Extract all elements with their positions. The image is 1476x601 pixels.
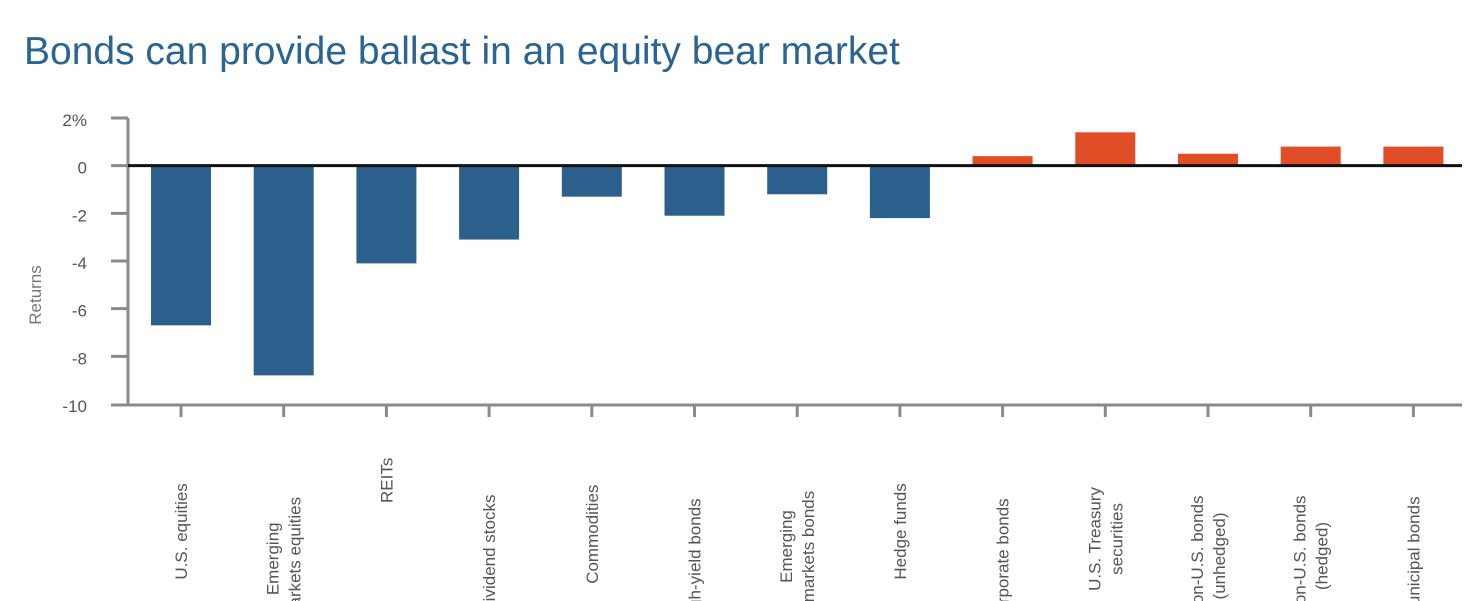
x-tick-label-line: U.S. Treasury: [1085, 486, 1104, 590]
x-tick-label: Emerging markets bonds: [777, 491, 818, 601]
x-tick-label-line: (hedged): [1313, 522, 1332, 590]
y-axis-ticks: 2% 0 -2 -4 -6 -8 -10: [62, 111, 128, 416]
bar: [1383, 146, 1444, 166]
y-tick-label: 0: [78, 159, 87, 178]
y-tick-label: -10: [62, 397, 87, 416]
x-tick-label-line: markets bonds: [799, 491, 818, 601]
x-tick-label-line: markets equities: [286, 497, 305, 601]
bar: [561, 165, 622, 197]
bar: [767, 165, 828, 195]
x-tick-label-line: Municipal bonds: [1404, 496, 1423, 601]
x-tick-label: Hedge funds: [891, 483, 910, 579]
x-tick-label: U.S. Treasury securities: [1085, 486, 1126, 590]
x-tick-label: REITs: [377, 458, 396, 503]
x-axis-ticks: U.S. equities Emerging markets equitiesREI…: [172, 405, 1423, 601]
x-tick-label: Emerging markets equities: [264, 497, 305, 601]
bar: [972, 156, 1033, 166]
bar: [253, 165, 314, 376]
y-tick-label: -4: [72, 254, 87, 273]
chart-title: Bonds can provide ballast in an equity b…: [24, 30, 900, 73]
x-tick-label-line: Dividend stocks: [480, 495, 499, 601]
x-tick-label-line: securities: [1107, 503, 1126, 575]
x-tick-label: Corporate bonds: [994, 498, 1013, 601]
x-tick-label: U.S. equities: [172, 483, 191, 579]
x-tick-label-line: U.S. equities: [172, 483, 191, 579]
x-tick-label-line: High-yield bonds: [686, 498, 705, 601]
x-tick-label-line: Emerging: [777, 510, 796, 583]
x-tick-label: Non-U.S. bonds (unhedged): [1188, 495, 1229, 601]
x-tick-label: Commodities: [583, 485, 602, 584]
x-tick-label: Municipal bonds: [1404, 496, 1423, 601]
bar: [1075, 132, 1136, 166]
y-tick-label: 2%: [62, 111, 87, 130]
bar: [1178, 153, 1238, 166]
x-tick-label-line: Corporate bonds: [994, 498, 1013, 601]
x-tick-label-line: Hedge funds: [891, 483, 910, 579]
bar: [869, 165, 930, 219]
y-tick-label: -8: [72, 349, 87, 368]
y-tick-label: -6: [72, 302, 87, 321]
bars: [151, 132, 1444, 376]
bar: [151, 165, 211, 326]
x-tick-label-line: Emerging: [264, 522, 283, 595]
y-axis-title: Returns: [26, 265, 45, 325]
bar: [356, 165, 417, 264]
x-tick-label: High-yield bonds: [686, 498, 705, 601]
bar: [1280, 146, 1341, 166]
x-tick-label-line: Non-U.S. bonds: [1188, 495, 1207, 601]
x-tick-label-line: (unhedged): [1210, 512, 1229, 599]
bar: [459, 165, 520, 240]
x-tick-label-line: REITs: [377, 458, 396, 503]
x-tick-label-line: Non-U.S. bonds: [1291, 495, 1310, 601]
bar: [664, 165, 725, 216]
x-tick-label-line: Commodities: [583, 485, 602, 584]
x-tick-label: Dividend stocks: [480, 495, 499, 601]
y-tick-label: -2: [72, 206, 87, 225]
x-tick-label: Non-U.S. bonds (hedged): [1291, 495, 1332, 601]
